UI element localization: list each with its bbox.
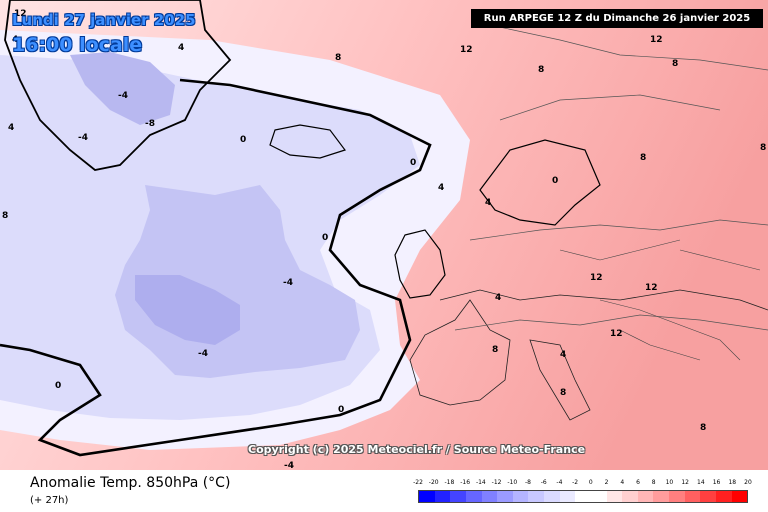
scale-tick-label: -12 xyxy=(491,479,502,486)
footer: Anomalie Temp. 850hPa (°C) (+ 27h) -22 -2… xyxy=(0,470,768,512)
contour-label: 12 xyxy=(610,329,623,339)
contour-label: 12 xyxy=(645,283,658,293)
contour-label: 4 xyxy=(12,35,18,45)
scale-tick-label: 10 xyxy=(665,479,674,486)
country-borders xyxy=(559,239,761,361)
scale-swatch xyxy=(434,491,451,502)
scale-tick-label: -4 xyxy=(556,479,563,486)
scale-tick-label: 16 xyxy=(712,479,721,486)
scale-swatch xyxy=(528,491,544,502)
scale-swatch xyxy=(575,491,591,502)
scale-tick-label: 0 xyxy=(588,479,593,486)
contour-label: 4 xyxy=(495,293,501,303)
greenland-coastline xyxy=(4,0,232,171)
contour-label: 8 xyxy=(560,388,566,398)
scale-tick-label: 2 xyxy=(604,479,609,486)
contour-label: 4 xyxy=(178,43,184,53)
contour-label: -4 xyxy=(284,461,294,470)
temperature-anomaly-map: 12 4 8 12 12 -4 -8 -4 4 8 0 0 0 4 4 0 -4… xyxy=(0,0,768,470)
scale-tick-label: 6 xyxy=(636,479,640,486)
anomaly-contours xyxy=(454,24,768,331)
contour-label: -8 xyxy=(145,119,155,129)
scandinavia-coastline xyxy=(479,139,601,226)
british-isles-coastline xyxy=(394,229,446,299)
contour-label: 0 xyxy=(552,176,558,186)
contour-label: 12 xyxy=(14,9,27,19)
contour-label: 12 xyxy=(650,35,663,45)
contour-value-labels: 12 4 8 12 12 -4 -8 -4 4 8 0 0 0 4 4 0 -4… xyxy=(2,9,766,470)
greenland-cold-spot xyxy=(70,52,175,125)
scale-swatch xyxy=(715,491,732,502)
scale-tick-label: -16 xyxy=(460,479,471,486)
scale-tick-label: -22 xyxy=(413,479,423,486)
lead-time: (+ 27h) xyxy=(30,495,69,506)
contour-label: 0 xyxy=(240,135,246,145)
color-scale-labels: -22 -20 -18 -16 -14 -12 -10 -8 -6 -4 -2 0 2 4 6 8 10 12 14… xyxy=(413,479,752,489)
valid-time: 16:00 locale xyxy=(12,34,143,56)
color-scale-bar xyxy=(418,490,748,503)
scale-swatch xyxy=(653,491,669,502)
contour-label: -4 xyxy=(283,278,293,288)
scale-swatch xyxy=(700,491,716,502)
contour-label: 8 xyxy=(492,345,498,355)
scale-tick-label: 18 xyxy=(728,479,737,486)
contour-label: 0 xyxy=(410,158,416,168)
scale-swatch xyxy=(481,491,498,502)
scale-swatch xyxy=(419,491,435,502)
contour-label: 8 xyxy=(672,59,678,69)
scale-swatch xyxy=(669,491,685,502)
scale-swatch xyxy=(559,491,576,502)
strongest-cold-anomaly-core xyxy=(135,275,240,345)
contour-label: 12 xyxy=(590,273,603,283)
scale-tick-label: 8 xyxy=(651,479,656,486)
scale-swatch xyxy=(465,491,482,502)
scale-swatch xyxy=(684,491,701,502)
scale-swatch xyxy=(731,491,748,502)
contour-label: 4 xyxy=(438,183,444,193)
contour-label: 4 xyxy=(8,123,14,133)
contour-label: -4 xyxy=(78,133,88,143)
scale-tick-label: -8 xyxy=(525,479,531,486)
run-info-banner: Run ARPEGE 12 Z du Dimanche 26 janvier 2… xyxy=(471,9,763,28)
scale-swatch xyxy=(512,491,529,502)
scale-tick-label: 12 xyxy=(681,479,689,486)
zero-anomaly-isotherm xyxy=(0,78,432,457)
contour-label: 8 xyxy=(2,211,8,221)
iceland-coastline xyxy=(269,124,346,159)
scale-swatch xyxy=(606,491,623,502)
contour-label: 4 xyxy=(560,350,566,360)
contour-label: -4 xyxy=(118,91,128,101)
scale-swatch xyxy=(544,491,560,502)
scale-swatch xyxy=(590,491,607,502)
scale-swatch xyxy=(497,491,513,502)
scale-swatch xyxy=(450,491,466,502)
contour-label: 8 xyxy=(760,143,766,153)
contour-label: 8 xyxy=(640,153,646,163)
scale-tick-label: -14 xyxy=(475,479,486,486)
scale-tick-label: 14 xyxy=(697,479,705,486)
scale-tick-label: -10 xyxy=(507,479,518,486)
contour-label: -4 xyxy=(198,349,208,359)
product-title: Anomalie Temp. 850hPa (°C) xyxy=(30,475,231,491)
scale-swatch xyxy=(637,491,654,502)
copyright-notice: Copyright (c) 2025 Meteociel.fr / Source… xyxy=(248,443,586,456)
scale-tick-label: 4 xyxy=(620,479,625,486)
contour-label: 8 xyxy=(538,65,544,75)
contour-label: 12 xyxy=(460,45,473,55)
scale-tick-label: -2 xyxy=(572,479,579,486)
scale-swatch xyxy=(622,491,638,502)
contour-label: 0 xyxy=(338,405,344,415)
scale-tick-label: 20 xyxy=(744,479,752,486)
contour-label: 0 xyxy=(55,381,61,391)
contour-label: 8 xyxy=(700,423,706,433)
contour-label: 8 xyxy=(335,53,341,63)
scale-tick-label: -20 xyxy=(428,479,439,486)
scale-tick-label: -18 xyxy=(444,479,455,486)
europe-coastlines xyxy=(409,289,768,421)
contour-label: 4 xyxy=(485,198,491,208)
contour-label: 0 xyxy=(322,233,328,243)
scale-tick-label: -6 xyxy=(540,479,547,486)
valid-date: Lundi 27 janvier 2025 xyxy=(12,11,196,29)
